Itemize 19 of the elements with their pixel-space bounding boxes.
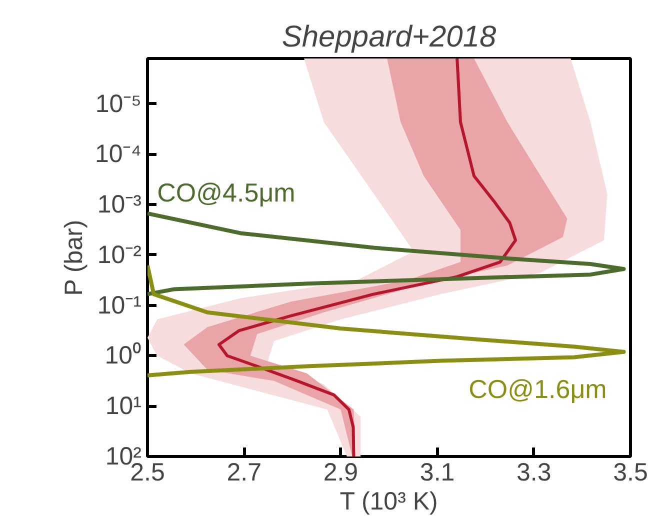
line-series: [148, 264, 626, 378]
y-axis-title: P (bar): [60, 220, 88, 296]
y-tick-label: 10⁻²: [97, 240, 142, 269]
x-tick-label: 2.9: [323, 458, 358, 486]
y-tick-label: 10⁻⁴: [94, 140, 142, 168]
x-tick-label: 3.1: [420, 458, 455, 486]
series-label: CO@1.6μm: [468, 374, 607, 404]
y-tick-label: 10⁻⁵: [95, 90, 142, 118]
y-tick-label: 10⁻³: [97, 190, 142, 219]
x-axis-title: T (10³ K): [340, 488, 438, 516]
y-tick-label: 10⁰: [104, 342, 142, 370]
x-tick-label: 3.5: [613, 458, 648, 486]
chart-title: Sheppard+2018: [282, 20, 496, 54]
y-tick-label: 10⁻¹: [97, 291, 142, 320]
x-tick-label: 3.3: [516, 458, 552, 486]
x-tick-label: 2.7: [226, 458, 262, 486]
line-series: [148, 211, 626, 296]
y-tick-label: 10¹: [105, 392, 142, 420]
series-label: CO@4.5μm: [157, 177, 296, 208]
